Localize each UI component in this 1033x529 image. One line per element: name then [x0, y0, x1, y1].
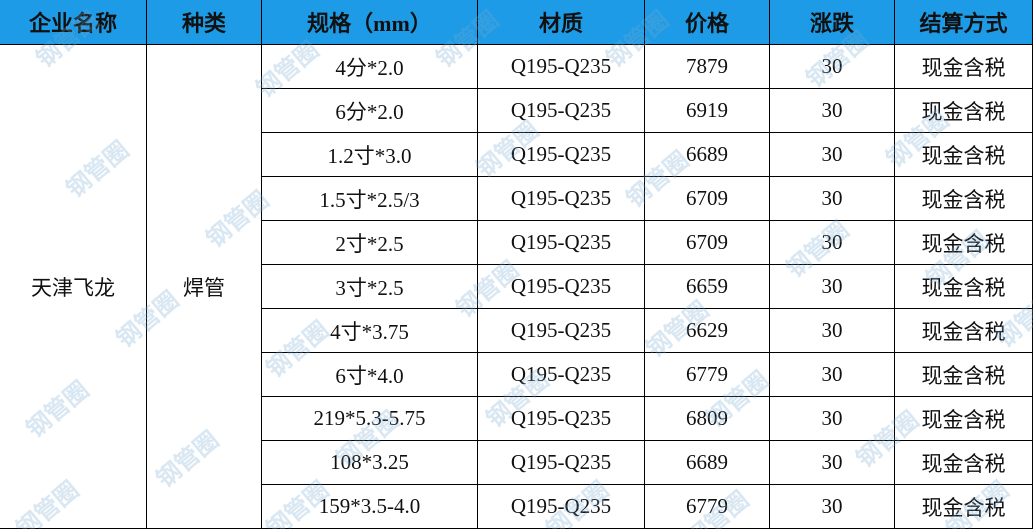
category-cell: 焊管 [147, 45, 262, 529]
change-cell: 30 [770, 485, 895, 529]
spec-cell: 219*5.3-5.75 [262, 397, 478, 441]
change-cell: 30 [770, 133, 895, 177]
price-cell: 6689 [645, 441, 770, 485]
header-cell: 涨跌 [770, 0, 895, 45]
header-cell: 企业名称 [0, 0, 147, 45]
spec-cell: 159*3.5-4.0 [262, 485, 478, 529]
settlement-cell: 现金含税 [895, 309, 1033, 353]
change-cell: 30 [770, 89, 895, 133]
change-cell: 30 [770, 353, 895, 397]
spec-cell: 1.5寸*2.5/3 [262, 177, 478, 221]
settlement-cell: 现金含税 [895, 353, 1033, 397]
spec-cell: 108*3.25 [262, 441, 478, 485]
header-cell: 材质 [478, 0, 645, 45]
material-cell: Q195-Q235 [478, 221, 645, 265]
material-cell: Q195-Q235 [478, 45, 645, 89]
spec-cell: 6寸*4.0 [262, 353, 478, 397]
price-cell: 6779 [645, 353, 770, 397]
price-cell: 7879 [645, 45, 770, 89]
price-cell: 6689 [645, 133, 770, 177]
material-cell: Q195-Q235 [478, 133, 645, 177]
spec-cell: 3寸*2.5 [262, 265, 478, 309]
price-cell: 6709 [645, 221, 770, 265]
price-cell: 6629 [645, 309, 770, 353]
settlement-cell: 现金含税 [895, 45, 1033, 89]
material-cell: Q195-Q235 [478, 397, 645, 441]
settlement-cell: 现金含税 [895, 441, 1033, 485]
material-cell: Q195-Q235 [478, 441, 645, 485]
settlement-cell: 现金含税 [895, 397, 1033, 441]
change-cell: 30 [770, 177, 895, 221]
material-cell: Q195-Q235 [478, 353, 645, 397]
header-cell: 种类 [147, 0, 262, 45]
change-cell: 30 [770, 309, 895, 353]
header-cell: 规格（mm） [262, 0, 478, 45]
spec-cell: 2寸*2.5 [262, 221, 478, 265]
settlement-cell: 现金含税 [895, 485, 1033, 529]
material-cell: Q195-Q235 [478, 265, 645, 309]
settlement-cell: 现金含税 [895, 177, 1033, 221]
spec-cell: 6分*2.0 [262, 89, 478, 133]
settlement-cell: 现金含税 [895, 133, 1033, 177]
price-cell: 6659 [645, 265, 770, 309]
settlement-cell: 现金含税 [895, 89, 1033, 133]
settlement-cell: 现金含税 [895, 221, 1033, 265]
company-cell: 天津飞龙 [0, 45, 147, 529]
price-cell: 6809 [645, 397, 770, 441]
spec-cell: 4寸*3.75 [262, 309, 478, 353]
price-cell: 6779 [645, 485, 770, 529]
spec-cell: 4分*2.0 [262, 45, 478, 89]
material-cell: Q195-Q235 [478, 89, 645, 133]
header-cell: 结算方式 [895, 0, 1033, 45]
change-cell: 30 [770, 441, 895, 485]
price-cell: 6709 [645, 177, 770, 221]
material-cell: Q195-Q235 [478, 309, 645, 353]
price-cell: 6919 [645, 89, 770, 133]
change-cell: 30 [770, 397, 895, 441]
change-cell: 30 [770, 221, 895, 265]
material-cell: Q195-Q235 [478, 485, 645, 529]
header-cell: 价格 [645, 0, 770, 45]
spec-cell: 1.2寸*3.0 [262, 133, 478, 177]
change-cell: 30 [770, 45, 895, 89]
change-cell: 30 [770, 265, 895, 309]
settlement-cell: 现金含税 [895, 265, 1033, 309]
material-cell: Q195-Q235 [478, 177, 645, 221]
